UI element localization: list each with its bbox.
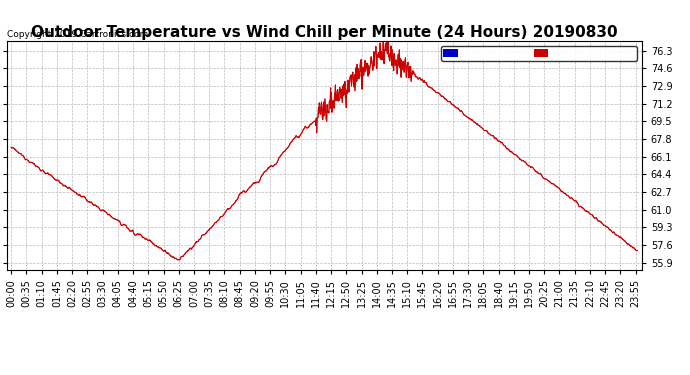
Title: Outdoor Temperature vs Wind Chill per Minute (24 Hours) 20190830: Outdoor Temperature vs Wind Chill per Mi…	[31, 25, 618, 40]
Legend: Wind Chill (°F), Temperature (°F): Wind Chill (°F), Temperature (°F)	[441, 46, 637, 61]
Text: Copyright 2019 Cartronics.com: Copyright 2019 Cartronics.com	[7, 30, 148, 39]
